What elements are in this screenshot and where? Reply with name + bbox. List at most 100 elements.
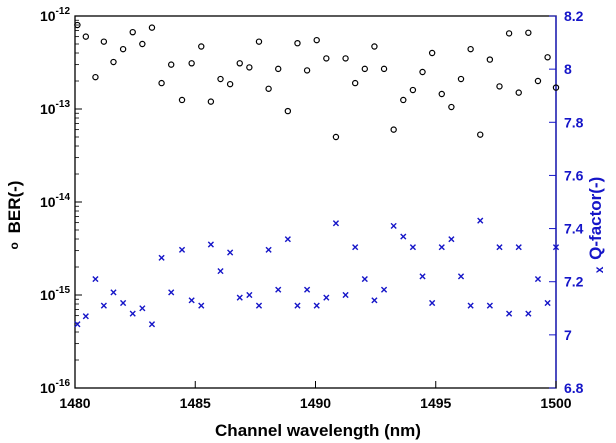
- left-tick-label: 10-14: [40, 192, 70, 210]
- ber-point: [505, 30, 513, 37]
- ber-point: [448, 103, 455, 111]
- svg-text:o BER(-): o BER(-): [3, 181, 24, 250]
- q-factor-point: [438, 244, 445, 251]
- x-axis-title: Channel wavelength (nm): [215, 421, 421, 440]
- q-factor-point: [515, 244, 522, 251]
- ber-point: [167, 61, 175, 68]
- q-factor-point: [139, 305, 146, 312]
- ber-point: [457, 75, 465, 83]
- ber-point: [428, 49, 436, 57]
- left-axis-title-group: o BER(-): [3, 181, 24, 250]
- q-factor-point: [92, 275, 99, 283]
- q-factor-point: [303, 286, 311, 293]
- q-factor-point: [246, 291, 253, 299]
- left-axis-title: BER(-): [5, 181, 24, 234]
- q-factor-point: [467, 302, 474, 309]
- q-factor-point: [255, 302, 263, 309]
- ber-point: [198, 43, 205, 50]
- ber-point: [110, 58, 117, 66]
- q-factor-point: [168, 289, 175, 296]
- q-factor-point: [227, 249, 234, 256]
- q-factor-point: [188, 297, 195, 304]
- q-factor-point: [448, 236, 455, 243]
- q-factor-point: [207, 241, 214, 248]
- q-factor-point: [342, 291, 349, 299]
- svg-text:x Q-factor(-): x Q-factor(-): [586, 177, 607, 274]
- q-factor-point: [380, 286, 388, 293]
- plot-frame: [74, 15, 557, 389]
- q-factor-point: [100, 302, 107, 309]
- ber-point: [294, 39, 301, 47]
- x-tick-label: 1480: [59, 395, 90, 411]
- ber-point: [207, 98, 215, 105]
- q-factor-point: [361, 275, 368, 283]
- q-factor-point: [323, 294, 330, 301]
- ber-point: [188, 60, 195, 67]
- ber-point: [217, 75, 224, 83]
- ber-point: [92, 73, 99, 81]
- q-factor-point: [534, 275, 542, 283]
- q-factor-point: [352, 244, 359, 251]
- ber-point: [467, 45, 474, 53]
- ber-point: [119, 45, 127, 53]
- q-factor-series: [74, 217, 560, 328]
- ber-point: [371, 43, 378, 50]
- ber-point: [400, 96, 407, 104]
- q-factor-point: [313, 302, 320, 309]
- left-tick-label: 10-15: [40, 285, 70, 303]
- ber-point: [380, 65, 388, 73]
- q-factor-point: [544, 299, 551, 307]
- q-factor-point: [400, 233, 407, 240]
- q-factor-point: [284, 236, 291, 243]
- right-tick-label: 7.2: [564, 274, 584, 290]
- q-factor-point: [390, 222, 397, 230]
- q-factor-point: [178, 246, 186, 253]
- ber-point: [332, 133, 340, 141]
- ber-point: [409, 86, 417, 94]
- ber-point: [284, 107, 292, 115]
- x-tick-label: 1490: [300, 395, 331, 411]
- ber-point: [342, 55, 349, 62]
- left-tick-label: 10-13: [40, 99, 70, 117]
- x-tick-label: 1495: [420, 395, 451, 411]
- ber-point: [236, 60, 243, 67]
- q-factor-point: [506, 310, 513, 317]
- ber-point: [139, 40, 146, 48]
- ber-point: [544, 54, 551, 61]
- ber-point: [129, 28, 136, 36]
- right-tick-label: 7: [564, 327, 572, 343]
- ber-series: [74, 21, 560, 141]
- ber-point: [74, 21, 81, 29]
- q-factor-point: [198, 302, 205, 309]
- q-factor-point: [148, 321, 156, 328]
- right-axis-ticks: 8.2 8 7.8 7.6 7.4 7.2 7 6.8: [549, 8, 584, 396]
- x-axis-ticks: 1480 1485 1490 1495 1500: [59, 381, 572, 411]
- ber-point: [303, 67, 311, 74]
- ber-point: [361, 65, 369, 73]
- left-axis-marker: o: [7, 242, 21, 249]
- right-tick-label: 8.2: [564, 8, 584, 24]
- ber-point: [82, 33, 90, 40]
- ber-point: [477, 131, 484, 138]
- q-factor-point: [525, 310, 532, 317]
- ber-point: [552, 84, 560, 91]
- ber-point: [226, 80, 234, 88]
- ber-point: [351, 79, 359, 87]
- q-factor-point: [409, 244, 416, 251]
- ber-point: [275, 65, 282, 73]
- q-factor-point: [477, 217, 484, 224]
- right-tick-label: 8: [564, 61, 572, 77]
- ber-point: [496, 83, 503, 90]
- q-factor-point: [217, 267, 224, 275]
- q-factor-point: [332, 220, 340, 227]
- ber-point: [515, 89, 522, 96]
- q-factor-point: [419, 273, 426, 280]
- q-factor-point: [552, 244, 560, 251]
- q-factor-point: [110, 289, 117, 296]
- ber-point: [323, 55, 330, 62]
- ber-point: [178, 96, 186, 104]
- left-axis-ticks: 10-12 10-13 10-14 10-15 10-16: [40, 6, 82, 396]
- right-tick-label: 6.8: [564, 380, 584, 396]
- q-factor-point: [275, 286, 282, 293]
